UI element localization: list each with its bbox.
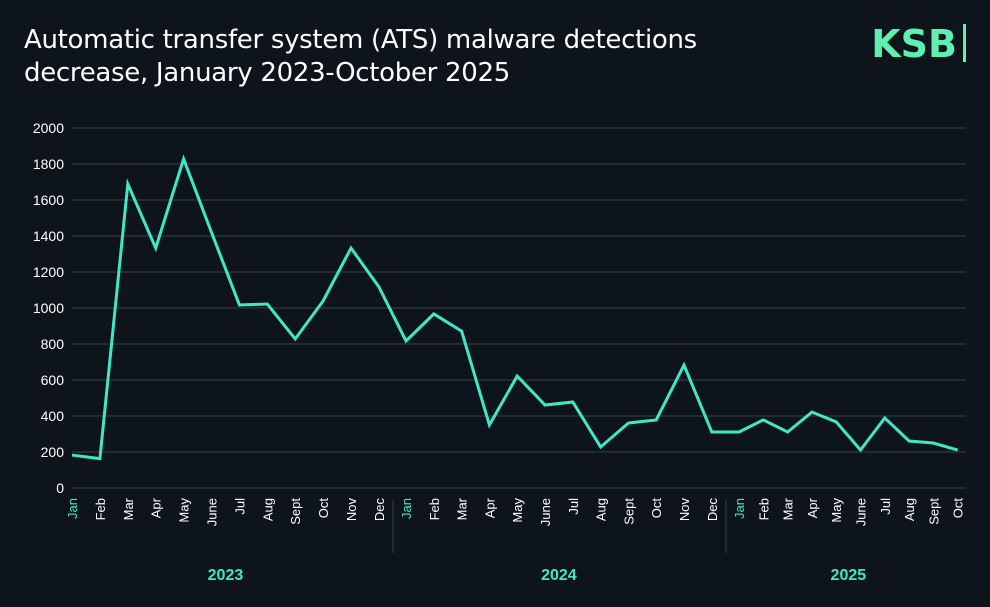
x-tick-label: Apr xyxy=(149,497,164,518)
x-tick-label: Mar xyxy=(781,497,796,520)
ksb-logo: KSB xyxy=(871,22,966,66)
x-tick-label: Apr xyxy=(482,497,497,518)
x-tick-label: Jul xyxy=(878,498,893,515)
x-tick-label: Nov xyxy=(677,498,692,522)
x-tick-label: Aug xyxy=(260,498,275,521)
x-tick-label: Jan xyxy=(399,498,414,519)
x-tick-label: Oct xyxy=(316,498,331,519)
x-tick-label: May xyxy=(829,498,844,523)
x-tick-label: Sept xyxy=(926,498,941,525)
y-tick-label: 800 xyxy=(41,336,65,352)
y-tick-label: 1400 xyxy=(33,228,64,244)
x-tick-label: Jan xyxy=(65,498,80,519)
x-tick-label: Jul xyxy=(566,498,581,515)
x-tick-label: May xyxy=(177,498,192,523)
x-tick-label: Oct xyxy=(649,498,664,519)
y-tick-label: 1600 xyxy=(33,192,64,208)
title-line-2: decrease, January 2023-October 2025 xyxy=(24,58,511,88)
year-label: 2025 xyxy=(831,567,867,584)
x-tick-label: Mar xyxy=(455,497,470,520)
series-line xyxy=(71,154,959,461)
x-tick-label: June xyxy=(205,498,220,526)
x-tick-label: Dec xyxy=(705,498,720,522)
x-tick-label: Dec xyxy=(372,498,387,522)
x-tick-label: May xyxy=(510,498,525,523)
x-tick-label: Feb xyxy=(93,498,108,520)
x-tick-label: Mar xyxy=(121,497,136,520)
x-tick-label: Jul xyxy=(232,498,247,515)
x-tick-label: Feb xyxy=(756,498,771,520)
y-tick-label: 0 xyxy=(56,480,64,496)
y-tick-label: 400 xyxy=(41,408,65,424)
x-tick-label: Sept xyxy=(288,498,303,525)
x-tick-label: Nov xyxy=(344,498,359,522)
y-tick-label: 200 xyxy=(41,444,65,460)
x-tick-label: Sept xyxy=(621,498,636,525)
logo-text: KSB xyxy=(871,22,957,66)
x-tick-label: Feb xyxy=(427,498,442,520)
y-tick-label: 600 xyxy=(41,372,65,388)
x-tick-label: Oct xyxy=(951,498,966,519)
chart-title: Automatic transfer system (ATS) malware … xyxy=(24,24,697,90)
y-tick-label: 1200 xyxy=(33,264,64,280)
year-label: 2024 xyxy=(541,567,577,584)
y-tick-label: 2000 xyxy=(33,120,64,136)
x-tick-label: June xyxy=(538,498,553,526)
x-tick-label: Apr xyxy=(805,497,820,518)
x-tick-label: June xyxy=(854,498,869,526)
y-tick-label: 1800 xyxy=(33,156,64,172)
title-line-1: Automatic transfer system (ATS) malware … xyxy=(24,25,697,55)
year-label: 2023 xyxy=(208,567,244,584)
y-tick-label: 1000 xyxy=(33,300,64,316)
x-tick-label: Aug xyxy=(902,498,917,521)
x-tick-label: Jan xyxy=(732,498,747,519)
x-tick-label: Aug xyxy=(594,498,609,521)
